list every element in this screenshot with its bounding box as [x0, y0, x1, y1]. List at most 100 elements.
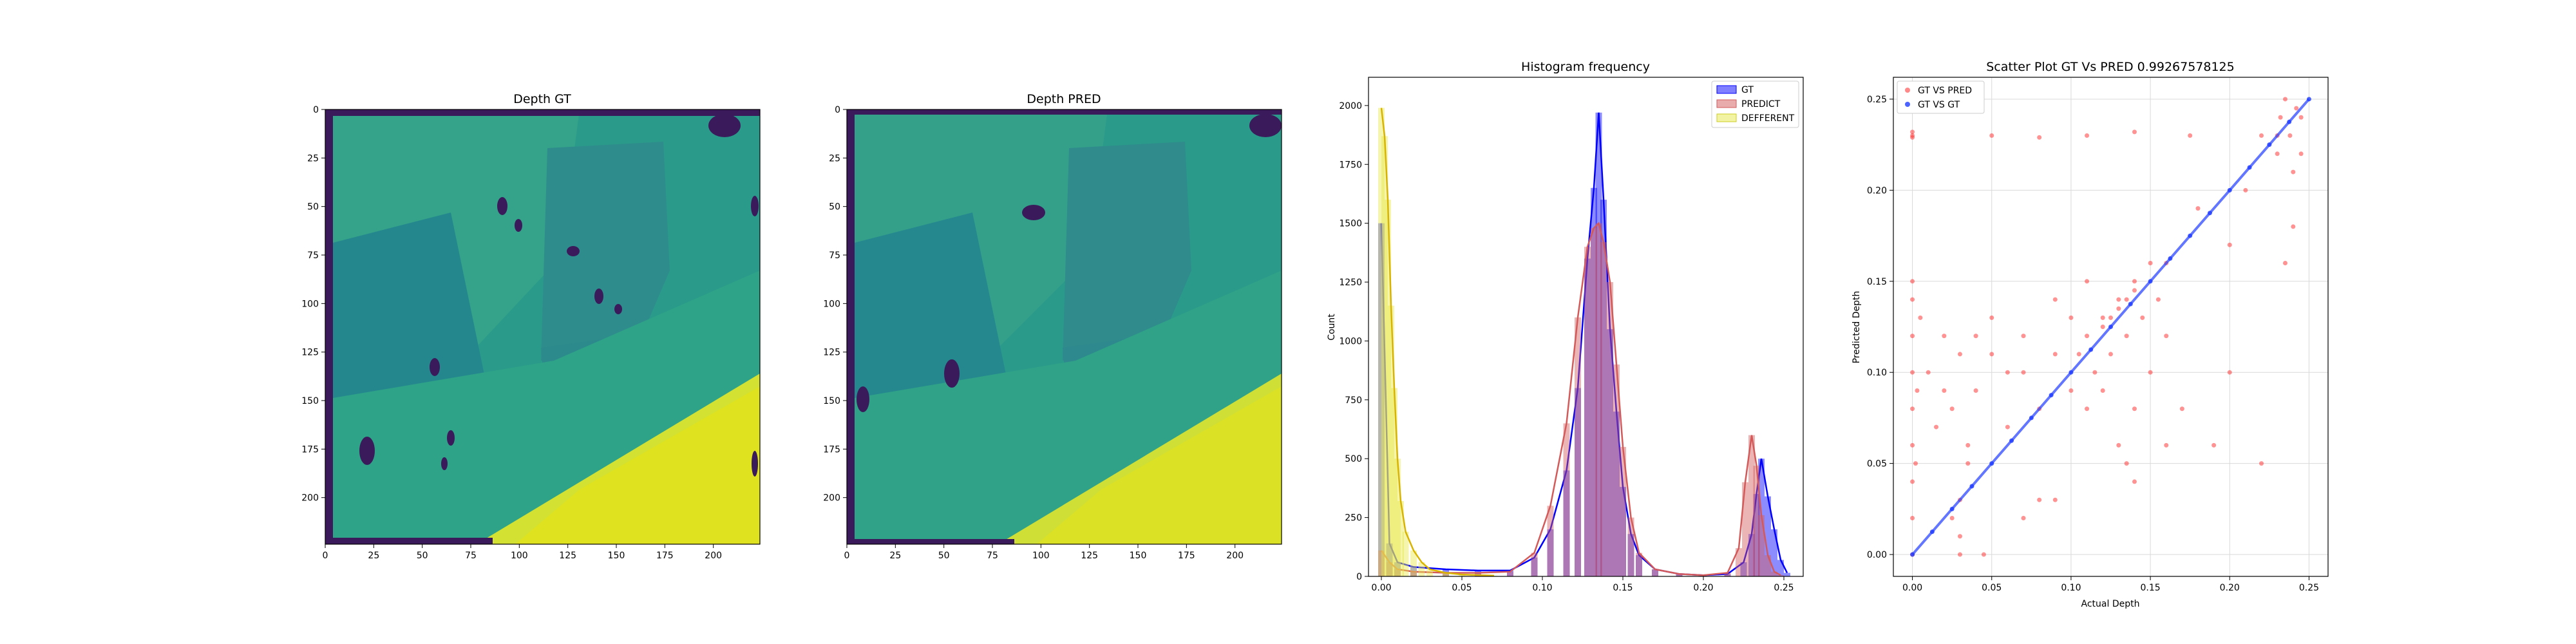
y-tick-label: 150	[301, 396, 319, 406]
legend-label-defferent: DEFFERENT	[1741, 113, 1795, 124]
x-tick-label: 0.00	[1371, 583, 1391, 593]
legend-label-gt-vs-gt: GT VS GT	[1918, 100, 1960, 110]
y-tick-label: 250	[1345, 513, 1362, 524]
y-tick-label: 2000	[1339, 101, 1362, 111]
x-tick-label: 75	[987, 551, 998, 561]
scatter-point-gt-vs-pred	[1942, 334, 1947, 339]
scatter-point-gt-vs-pred	[1942, 388, 1947, 393]
kde-line-gt	[1380, 112, 1788, 576]
scatter-point-gt-vs-pred	[2132, 129, 2137, 135]
scatter-point-gt-vs-pred	[2227, 242, 2232, 247]
y-tick-label: 0.25	[1867, 95, 1887, 105]
scatter-point-gt-vs-pred	[2100, 325, 2105, 329]
hist-bar-predict	[1736, 548, 1742, 576]
hist-bar-gt	[1784, 573, 1790, 576]
hist-bar-predict	[1724, 573, 1731, 576]
hist-bar-predict	[1753, 466, 1760, 576]
kde-line-defferent	[1380, 108, 1495, 576]
scatter-point-gt-vs-pred	[1989, 352, 1994, 357]
hist-bar-predict	[1595, 223, 1602, 576]
hist-bar-gt	[1584, 258, 1591, 576]
y-tick-label: 0	[1356, 572, 1362, 582]
scatter-point-gt-vs-pred	[2108, 315, 2113, 320]
legend-label-predict: PREDICT	[1741, 99, 1781, 109]
y-tick-label: 75	[307, 251, 319, 261]
hist-bar-predict	[1771, 571, 1777, 576]
hist-bar-gt	[1765, 496, 1771, 576]
depth-pred-panel: Depth PRED 0 25 50 75 100 125 150 175 200 0 25 50 75…	[823, 92, 1282, 561]
y-tick-label: 150	[823, 396, 840, 406]
x-tick-label: 100	[511, 551, 528, 561]
x-tick-label: 100	[1032, 551, 1050, 561]
scatter-point-gt-vs-pred	[2132, 406, 2137, 412]
y-tick-label: 175	[823, 444, 840, 455]
y-tick-label: 175	[301, 444, 319, 455]
legend-swatch-gt	[1716, 85, 1737, 94]
scatter-legend: GT VS PRED GT VS GT	[1897, 80, 1985, 114]
hist-bar-defferent	[1378, 108, 1385, 576]
scatter-point-gt-vs-pred	[2021, 334, 2026, 339]
scatter-point-gt-vs-pred	[2132, 479, 2137, 484]
scatter-point-gt-vs-pred	[2227, 370, 2232, 375]
hist-bar-gt	[1777, 560, 1784, 576]
x-tick-label: 125	[1081, 551, 1098, 561]
hist-bar-gt	[1547, 529, 1554, 576]
histogram-panel: Histogram frequency Count 0.00 0.05 0.10 0.…	[1327, 60, 1804, 593]
x-tick-label: 25	[368, 551, 379, 561]
scatter-point-gt-vs-pred	[2037, 135, 2042, 140]
scatter-point-gt-vs-pred	[2294, 106, 2299, 111]
hist-bar-predict	[1607, 282, 1613, 576]
scatter-point-gt-vs-pred	[1910, 297, 1915, 302]
y-tick-label: 50	[307, 202, 319, 213]
hist-bar-gt	[1563, 470, 1570, 576]
depth-gt-axes: 0 25 50 75 100 125 150 175 200 0 25 50 75 100 125 150 17…	[301, 105, 722, 561]
scatter-point-gt-vs-pred	[2085, 133, 2090, 138]
scatter-point-gt-vs-pred	[1910, 279, 1915, 284]
y-tick-label: 125	[301, 348, 319, 358]
hist-bar-gt	[1507, 570, 1513, 576]
scatter-point-gt-vs-pred	[1910, 129, 1915, 135]
legend-swatch-defferent	[1716, 113, 1737, 122]
hist-bar-predict	[1531, 553, 1538, 576]
y-tick-label: 0	[835, 105, 840, 115]
hist-bar-gt	[1575, 388, 1581, 576]
hist-bar-defferent	[1391, 388, 1397, 576]
hist-bar-gt	[1607, 329, 1613, 576]
scatter-point-gt-vs-pred	[2116, 297, 2121, 302]
hist-bar-predict	[1584, 247, 1591, 576]
legend-swatch-predict	[1716, 99, 1737, 108]
hist-bar-gt	[1627, 534, 1634, 576]
scatter-point-gt-vs-pred	[2052, 297, 2058, 302]
scatter-point-gt-vs-pred	[2085, 334, 2090, 339]
scatter-point-gt-vs-pred	[2069, 388, 2074, 393]
hist-bar-gt	[1753, 494, 1760, 576]
hist-bar-gt	[1636, 555, 1642, 576]
scatter-point-gt-vs-pred	[2021, 515, 2026, 520]
x-tick-label: 0.15	[1613, 583, 1633, 593]
hist-bar-defferent	[1426, 569, 1433, 576]
depth-gt-image	[325, 109, 760, 544]
hist-bar-predict	[1636, 553, 1642, 576]
histogram-title: Histogram frequency	[1521, 60, 1650, 74]
scatter-point-gt-vs-pred	[2148, 370, 2153, 375]
y-tick-label: 1500	[1339, 219, 1362, 229]
hist-bar-gt	[1748, 534, 1755, 576]
scatter-point-gt-vs-pred	[2164, 442, 2169, 448]
histogram-marks	[1378, 108, 1790, 576]
hist-bar-gt	[1620, 487, 1626, 576]
hist-bar-predict	[1378, 550, 1385, 576]
scatter-point-gt-vs-pred	[2164, 334, 2169, 339]
hist-bar-predict	[1443, 573, 1449, 576]
scatter-point-gt-vs-pred	[1915, 388, 1920, 393]
scatter-point-gt-vs-pred	[2116, 306, 2121, 311]
y-tick-label: 0.10	[1867, 368, 1887, 378]
depth-pred-title: Depth PRED	[1027, 92, 1101, 106]
x-tick-label: 75	[465, 551, 477, 561]
y-tick-label: 0.00	[1867, 550, 1887, 560]
hist-bar-predict	[1627, 517, 1634, 576]
scatter-point-gt-vs-pred	[2259, 461, 2264, 466]
y-tick-label: 1000	[1339, 336, 1362, 346]
hist-bar-gt	[1652, 569, 1658, 576]
hist-bar-gt	[1386, 543, 1393, 576]
